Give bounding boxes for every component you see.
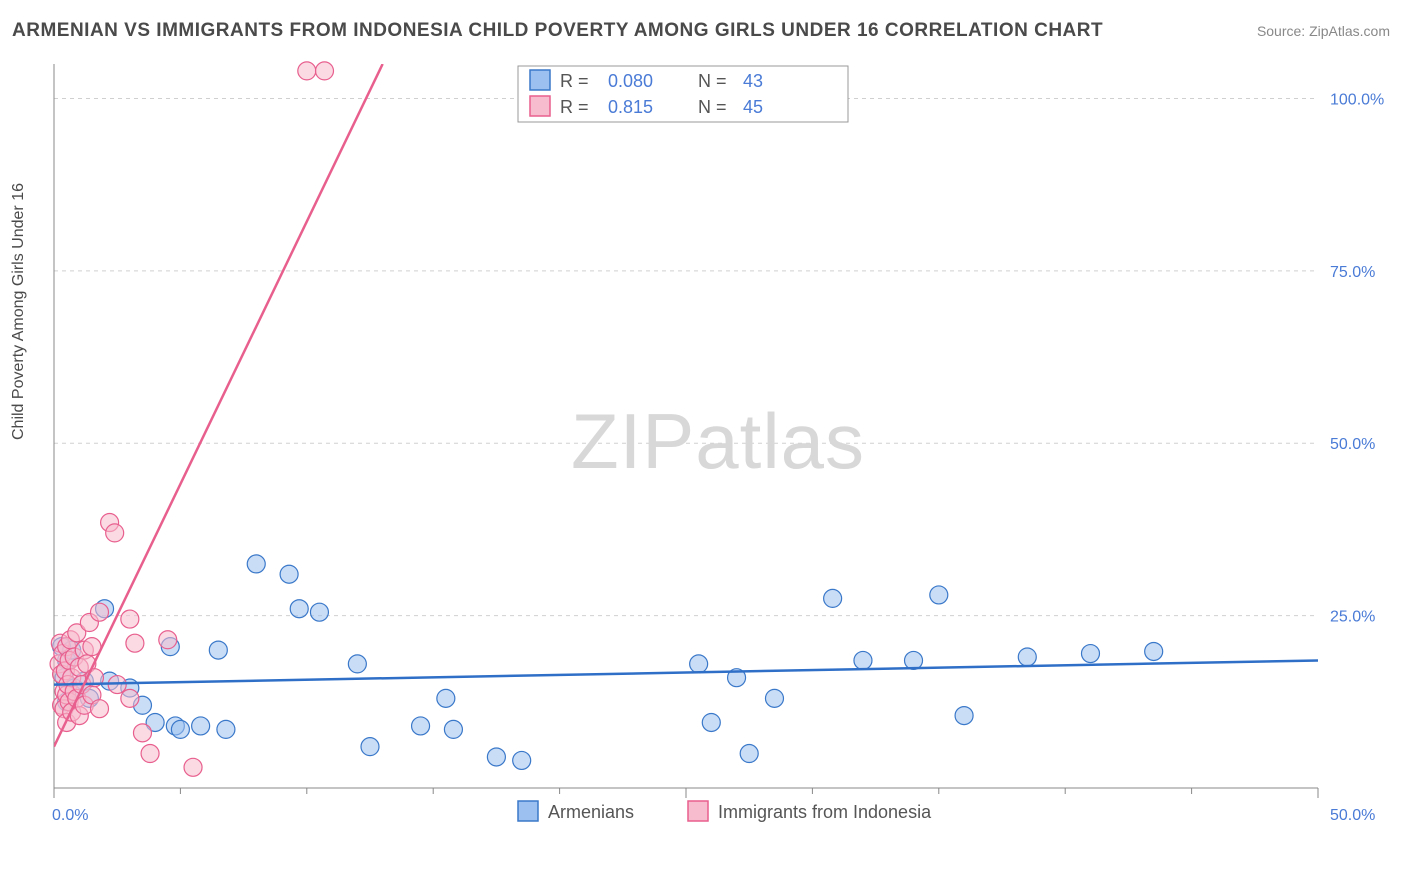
y-tick-label: 50.0% bbox=[1330, 436, 1375, 453]
y-tick-label: 25.0% bbox=[1330, 609, 1375, 626]
armenian-point bbox=[348, 655, 366, 673]
armenian-point bbox=[513, 751, 531, 769]
armenian-point bbox=[209, 641, 227, 659]
indonesia-point bbox=[106, 524, 124, 542]
armenian-point bbox=[854, 651, 872, 669]
legend-swatch bbox=[530, 70, 550, 90]
indonesia-point bbox=[91, 603, 109, 621]
scatter-chart-svg: ZIPatlas R = 0.080 N = 43 R = 0.815 N = 45 Arme… bbox=[48, 58, 1388, 830]
watermark-text: ZIPatlas bbox=[571, 397, 865, 485]
armenian-point bbox=[437, 689, 455, 707]
legend-series-label: Armenians bbox=[548, 802, 634, 822]
chart-area: ZIPatlas R = 0.080 N = 43 R = 0.815 N = 45 Arme… bbox=[48, 58, 1388, 830]
armenian-point bbox=[412, 717, 430, 735]
source-attribution: Source: ZipAtlas.com bbox=[1257, 23, 1390, 39]
y-tick-label: 100.0% bbox=[1330, 91, 1384, 108]
armenian-point bbox=[1145, 642, 1163, 660]
legend-r-label: R = bbox=[560, 71, 589, 91]
legend-swatch bbox=[518, 801, 538, 821]
indonesia-point bbox=[141, 745, 159, 763]
armenian-point bbox=[217, 720, 235, 738]
legend-series-label: Immigrants from Indonesia bbox=[718, 802, 932, 822]
legend-n-label: N = bbox=[698, 97, 727, 117]
armenian-point bbox=[192, 717, 210, 735]
armenian-point bbox=[280, 565, 298, 583]
legend-r-value: 0.815 bbox=[608, 97, 653, 117]
armenian-point bbox=[247, 555, 265, 573]
source-link[interactable]: ZipAtlas.com bbox=[1309, 23, 1390, 39]
armenian-point bbox=[361, 738, 379, 756]
legend-swatch bbox=[530, 96, 550, 116]
indonesia-point bbox=[184, 758, 202, 776]
indonesia-point bbox=[159, 631, 177, 649]
armenian-point bbox=[765, 689, 783, 707]
indonesia-point bbox=[126, 634, 144, 652]
armenian-point bbox=[702, 713, 720, 731]
source-label: Source: bbox=[1257, 23, 1305, 39]
y-axis-label: Child Poverty Among Girls Under 16 bbox=[10, 183, 28, 440]
legend-n-label: N = bbox=[698, 71, 727, 91]
x-tick-label: 50.0% bbox=[1330, 807, 1375, 824]
armenian-point bbox=[444, 720, 462, 738]
indonesia-point bbox=[121, 610, 139, 628]
indonesia-point bbox=[91, 700, 109, 718]
armenian-point bbox=[905, 651, 923, 669]
x-tick-label: 0.0% bbox=[52, 807, 88, 824]
armenian-point bbox=[740, 745, 758, 763]
armenian-point bbox=[930, 586, 948, 604]
armenian-point bbox=[487, 748, 505, 766]
armenian-point bbox=[310, 603, 328, 621]
armenian-point bbox=[1018, 648, 1036, 666]
indonesia-point bbox=[298, 62, 316, 80]
armenian-point bbox=[690, 655, 708, 673]
armenian-point bbox=[824, 589, 842, 607]
armenian-point bbox=[171, 720, 189, 738]
armenian-point bbox=[290, 600, 308, 618]
chart-title: ARMENIAN VS IMMIGRANTS FROM INDONESIA CH… bbox=[12, 20, 1103, 42]
indonesia-point bbox=[315, 62, 333, 80]
armenian-trendline bbox=[54, 660, 1318, 684]
legend-r-label: R = bbox=[560, 97, 589, 117]
legend-swatch bbox=[688, 801, 708, 821]
legend-r-value: 0.080 bbox=[608, 71, 653, 91]
y-tick-label: 75.0% bbox=[1330, 264, 1375, 281]
indonesia-point bbox=[121, 689, 139, 707]
legend-n-value: 43 bbox=[743, 71, 763, 91]
armenian-point bbox=[1081, 645, 1099, 663]
indonesia-point bbox=[133, 724, 151, 742]
legend-n-value: 45 bbox=[743, 97, 763, 117]
armenian-point bbox=[955, 707, 973, 725]
